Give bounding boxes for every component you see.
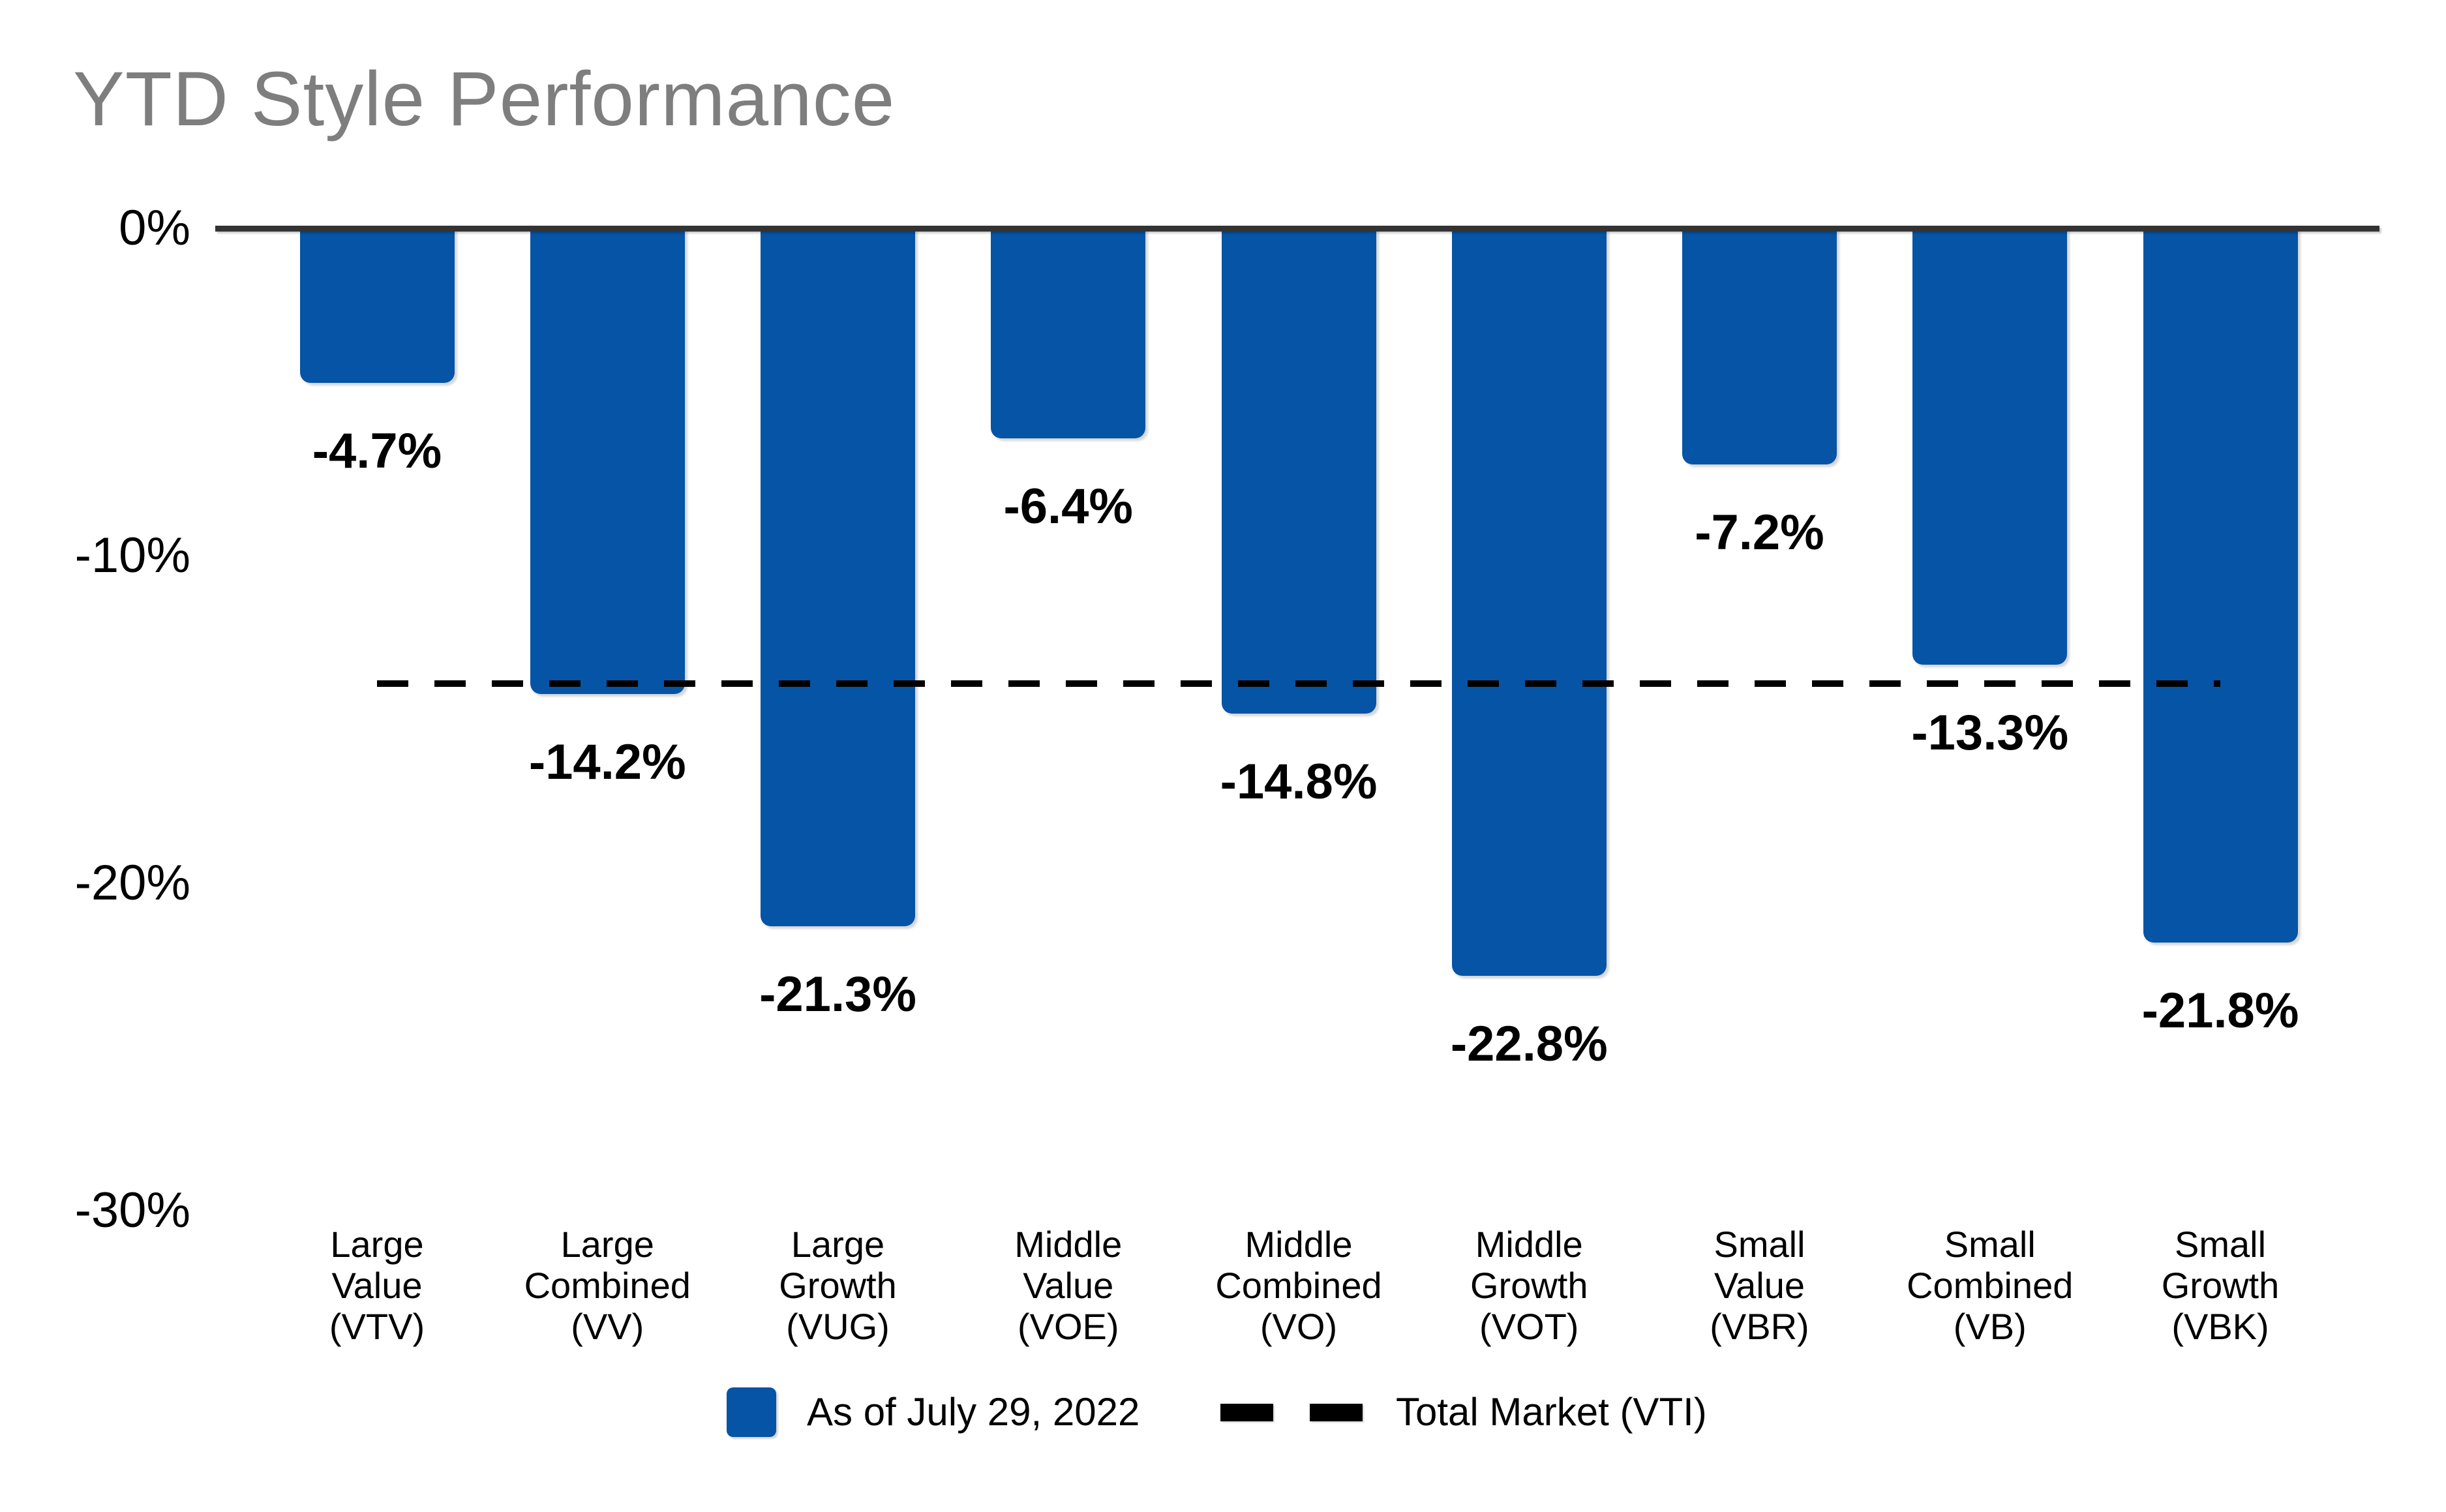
bar-large-combined-vv bbox=[530, 229, 685, 694]
x-axis-label-line: Value bbox=[331, 1265, 423, 1306]
x-axis-label-line: Middle bbox=[1475, 1224, 1583, 1265]
x-axis-label: Small Growth (VBK) bbox=[2103, 1224, 2338, 1347]
bar-small-value-vbr bbox=[1682, 229, 1837, 464]
x-axis-label-line: Small bbox=[1944, 1224, 2036, 1265]
total-market-dashed-line bbox=[377, 680, 2220, 687]
data-label: -14.8% bbox=[1220, 754, 1378, 809]
x-axis-label-line: (VUG) bbox=[786, 1306, 890, 1347]
y-tick-label: -30% bbox=[74, 1183, 190, 1238]
x-axis-label: Middle Combined (VO) bbox=[1181, 1224, 1416, 1347]
x-axis-label-line: Small bbox=[1714, 1224, 1805, 1265]
x-axis-label: Middle Value (VOE) bbox=[951, 1224, 1186, 1347]
bar-small-growth-vbk bbox=[2143, 229, 2298, 943]
legend-dash-segment bbox=[1220, 1404, 1273, 1421]
data-label: -14.2% bbox=[528, 734, 686, 790]
x-axis-label-line: Value bbox=[1023, 1265, 1114, 1306]
legend-line-label: Total Market (VTI) bbox=[1396, 1390, 1707, 1434]
y-tick-label: 0% bbox=[119, 200, 190, 256]
x-axis-label-line: Middle bbox=[1245, 1224, 1353, 1265]
x-axis-label-line: (VTV) bbox=[329, 1306, 425, 1347]
bar-middle-combined-vo bbox=[1221, 229, 1376, 714]
x-axis-label-line: Growth bbox=[779, 1265, 897, 1306]
x-axis-label-line: Large bbox=[560, 1224, 654, 1265]
x-axis-label-line: Growth bbox=[1470, 1265, 1588, 1306]
x-axis-label-line: (VBR) bbox=[1710, 1306, 1809, 1347]
legend-series-label: As of July 29, 2022 bbox=[807, 1390, 1140, 1434]
x-axis-label: Large Growth (VUG) bbox=[721, 1224, 956, 1347]
data-label: -13.3% bbox=[1911, 705, 2069, 761]
zero-axis-line bbox=[215, 226, 2379, 232]
chart-title: YTD Style Performance bbox=[73, 56, 896, 142]
x-axis-label-line: Large bbox=[791, 1224, 885, 1265]
x-axis-label: Small Value (VBR) bbox=[1642, 1224, 1877, 1347]
legend-dash-segment bbox=[1310, 1404, 1363, 1421]
legend-bar-swatch-icon bbox=[727, 1387, 776, 1437]
x-axis-label-line: Combined bbox=[524, 1265, 691, 1306]
bar-large-growth-vug bbox=[761, 229, 915, 926]
bar-small-combined-vb bbox=[1912, 229, 2068, 665]
data-label: -7.2% bbox=[1695, 505, 1824, 560]
x-axis-label: Large Value (VTV) bbox=[260, 1224, 494, 1347]
x-axis-label-line: Large bbox=[330, 1224, 424, 1265]
x-axis-label-line: (VB) bbox=[1953, 1306, 2027, 1347]
x-axis-label: Large Combined (VV) bbox=[490, 1224, 725, 1347]
x-axis-label-line: Combined bbox=[1215, 1265, 1382, 1306]
data-label: -21.8% bbox=[2141, 983, 2299, 1038]
x-axis-label-line: (VOE) bbox=[1017, 1306, 1119, 1347]
x-axis-label-line: Growth bbox=[2161, 1265, 2280, 1306]
bar-middle-growth-vot bbox=[1451, 229, 1607, 976]
x-axis-label-line: Combined bbox=[1907, 1265, 2074, 1306]
x-axis-label: Middle Growth (VOT) bbox=[1412, 1224, 1646, 1347]
data-label: -21.3% bbox=[759, 967, 916, 1022]
bar-middle-value-voe bbox=[991, 229, 1146, 438]
bar-large-value-vtv bbox=[299, 229, 455, 383]
x-axis-label: Small Combined (VB) bbox=[1873, 1224, 2107, 1347]
data-label: -4.7% bbox=[312, 423, 442, 479]
x-axis-label-line: Value bbox=[1714, 1265, 1805, 1306]
legend-dashed-line-icon bbox=[1220, 1404, 1363, 1421]
x-axis-label-line: (VOT) bbox=[1479, 1306, 1579, 1347]
data-label: -22.8% bbox=[1450, 1016, 1608, 1072]
x-axis-label-line: (VBK) bbox=[2171, 1306, 2269, 1347]
x-axis-label-line: Middle bbox=[1014, 1224, 1123, 1265]
y-tick-label: -10% bbox=[74, 528, 190, 583]
x-axis-label-line: (VV) bbox=[571, 1306, 644, 1347]
x-axis-label-line: (VO) bbox=[1260, 1306, 1338, 1347]
x-axis-label-line: Small bbox=[2174, 1224, 2267, 1265]
y-tick-label: -20% bbox=[74, 855, 190, 911]
data-label: -6.4% bbox=[1003, 479, 1134, 534]
